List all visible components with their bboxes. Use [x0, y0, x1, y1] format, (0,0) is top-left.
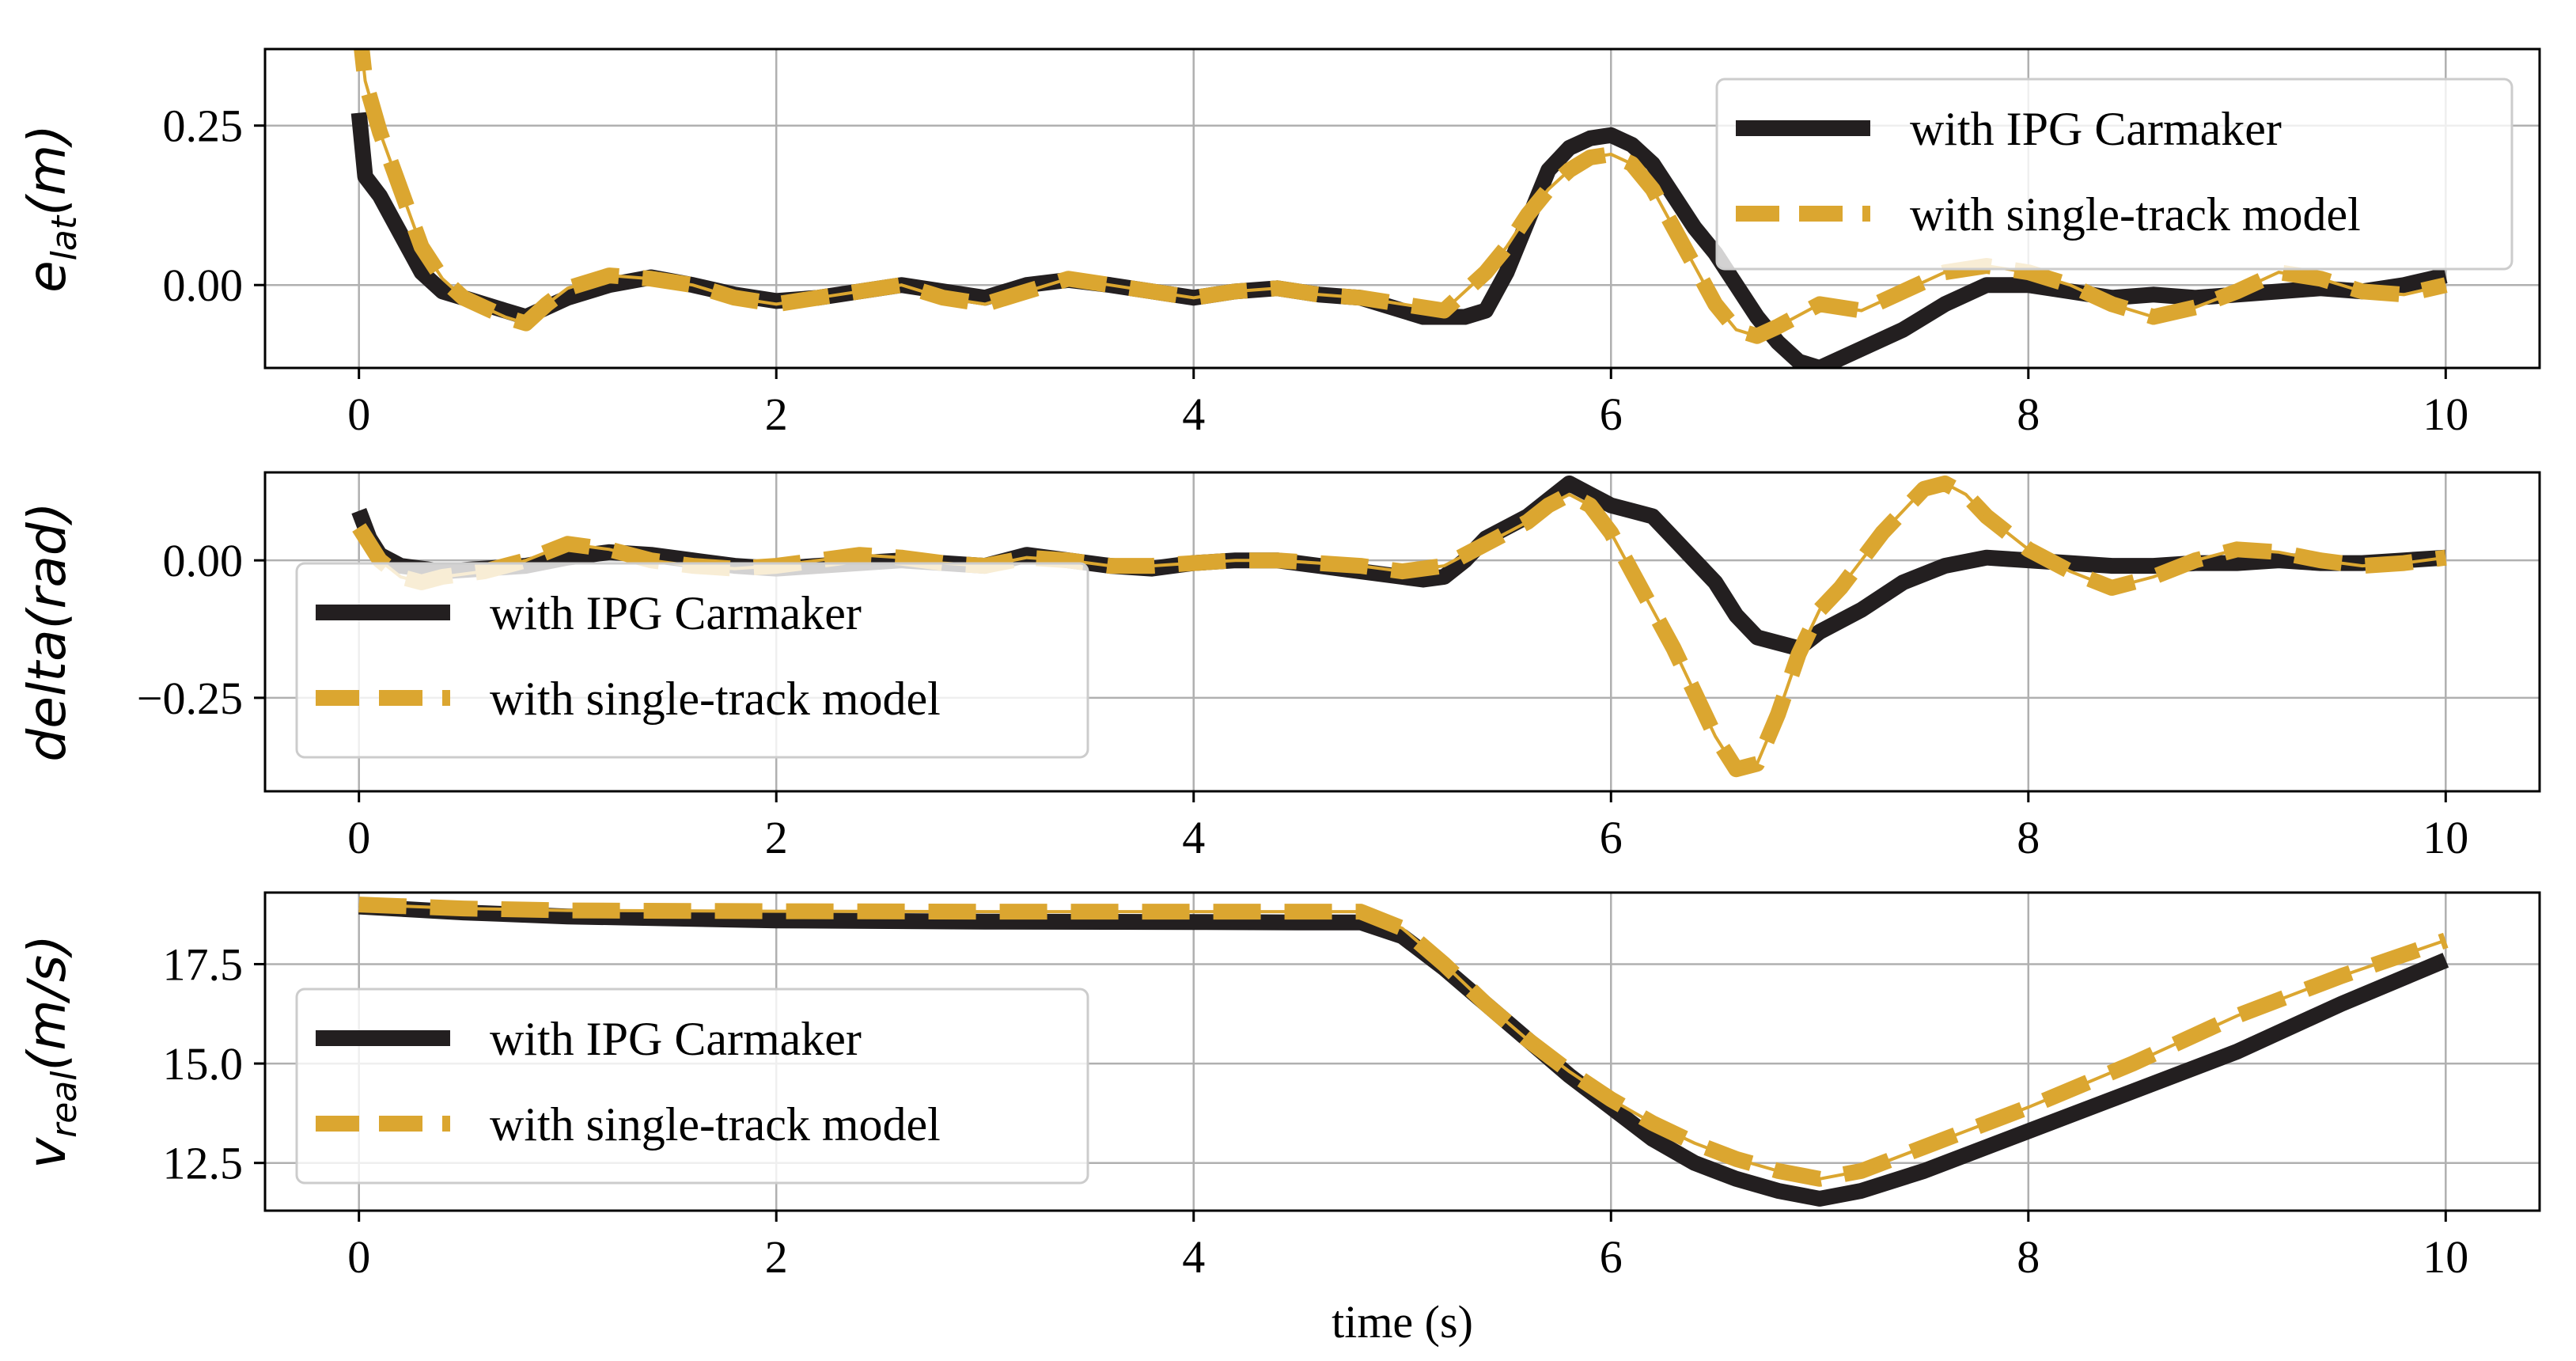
x-tick-label: 8: [2017, 812, 2040, 863]
x-tick-label: 2: [765, 389, 788, 440]
x-tick-label: 6: [1600, 1231, 1623, 1283]
y-tick-label: 12.5: [163, 1138, 244, 1189]
x-tick-label: 10: [2423, 389, 2468, 440]
axes-frame: [263, 471, 2541, 793]
x-tick-label: 2: [765, 1231, 788, 1283]
y-axis-label-subscript: real: [44, 1071, 85, 1138]
x-axis-label: time (s): [1332, 1296, 1473, 1348]
x-tick-label: 4: [1182, 812, 1205, 863]
y-axis-label-base: v: [17, 1137, 78, 1169]
legend-label: with IPG Carmaker: [490, 587, 862, 639]
legend-label: with IPG Carmaker: [1910, 103, 2282, 155]
y-axis-label: vreal(m/s): [17, 935, 85, 1169]
x-tick-label: 6: [1600, 812, 1623, 863]
x-tick-label: 0: [347, 1231, 370, 1283]
y-tick-label: 17.5: [163, 938, 244, 990]
legend: with IPG Carmaker with single-track model: [1715, 78, 2513, 271]
x-tick-label: 0: [347, 812, 370, 863]
x-tick-label: 10: [2423, 812, 2468, 863]
x-tick-label: 4: [1182, 389, 1205, 440]
y-axis-label-base: delta(rad): [17, 502, 78, 761]
panel-2: 0 2 4 6 8 10 −0.25 0.00 delta(rad) with IPG Carma…: [17, 471, 2541, 863]
legend-box: [295, 988, 1089, 1185]
y-tick-label: 15.0: [163, 1038, 244, 1090]
x-tick-label: 8: [2017, 1231, 2040, 1283]
legend: with IPG Carmaker with single-track model: [295, 988, 1089, 1185]
legend-box: [295, 562, 1089, 759]
y-axis-label: elat(m): [17, 124, 85, 293]
y-tick-label: −0.25: [137, 673, 243, 724]
legend-label: with IPG Carmaker: [490, 1013, 862, 1065]
x-tick-label: 0: [347, 389, 370, 440]
legend-label: with single-track model: [490, 1098, 941, 1151]
y-tick-label: 0.00: [163, 535, 244, 586]
y-axis-label: delta(rad): [17, 502, 78, 761]
axes-frame: [263, 47, 2541, 370]
legend-label: with single-track model: [490, 673, 941, 725]
x-tick-label: 6: [1600, 389, 1623, 440]
y-axis-label-subscript: lat: [44, 214, 85, 260]
y-tick-label: 0.25: [163, 100, 244, 152]
x-tick-label: 4: [1182, 1231, 1205, 1283]
panel-3: 0 2 4 6 8 10 12.5 15.0 17.5 vreal(m/s) time (s) wit…: [17, 891, 2541, 1348]
series-line-single-track-core: [358, 903, 2446, 1181]
legend-label: with single-track model: [1910, 188, 2361, 241]
y-axis-label-unit: (m): [17, 124, 78, 216]
legend-box: [1715, 78, 2513, 271]
y-axis-label-base: e: [17, 260, 78, 293]
axes-frame: [263, 891, 2541, 1212]
legend: with IPG Carmaker with single-track model: [295, 562, 1089, 759]
series-group: [358, 897, 2449, 1207]
x-tick-label: 2: [765, 812, 788, 863]
y-axis-label-unit: (m/s): [17, 935, 78, 1071]
x-tick-label: 10: [2423, 1231, 2468, 1283]
y-tick-label: 0.00: [163, 260, 244, 311]
x-tick-label: 8: [2017, 389, 2040, 440]
